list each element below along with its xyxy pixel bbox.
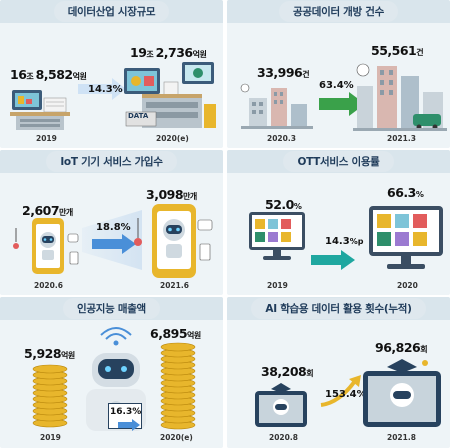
after-year: 2020(e): [160, 433, 193, 442]
large-tablet-robot-illustration: [363, 359, 441, 427]
after-year: 2020(e): [156, 134, 189, 143]
growth-arrow: [118, 419, 140, 431]
growth-arrow: [311, 250, 355, 270]
small-city-illustration: [240, 83, 313, 129]
before-year: 2020.3: [267, 134, 296, 143]
before-value: 2,607만개: [22, 203, 73, 218]
panel-ai-data: AI 학습용 데이터 활용 횟수(누적) 38,208회 96,826회 202…: [227, 297, 450, 448]
before-value: 33,996건: [257, 65, 310, 80]
growth-rate: 153.4%: [325, 389, 367, 400]
large-coin-stack-icon: [160, 342, 196, 430]
data-desk-small-illustration: [10, 90, 70, 130]
after-year: 2020: [397, 281, 418, 290]
panel-title: 공공데이터 개방 건수: [279, 1, 398, 22]
after-value: 55,561건: [371, 43, 424, 58]
after-value: 66.3%: [387, 185, 424, 200]
growth-rate: 63.4%: [319, 80, 354, 91]
after-value: 19조 2,736억원: [130, 45, 207, 60]
before-value: 16조 8,582억원: [10, 67, 87, 82]
small-coin-stack-icon: [32, 364, 68, 428]
after-value: 6,895억원: [150, 326, 201, 341]
small-tablet-robot-illustration: [255, 383, 307, 427]
growth-rate: 14.3%p: [325, 236, 364, 247]
panel-public-data: 공공데이터 개방 건수 33,996건 55,561건 2020.3 63.4%…: [227, 0, 450, 148]
coin: [160, 342, 196, 352]
panel-title: 인공지능 매출액: [63, 298, 160, 319]
before-year: 2019: [36, 134, 57, 143]
panel-data-industry: 데이터산업 시장규모 16조 8,582억원 19조 2,736억원 2019 …: [0, 0, 223, 148]
large-tv-illustration: [369, 206, 443, 269]
growth-rate: 16.3%: [110, 407, 142, 417]
growth-arrow: [320, 375, 361, 407]
panel-ott: OTT서비스 이용률 52.0% 66.3% 2019 14.3%p 2: [227, 150, 450, 295]
before-year: 2020.8: [269, 433, 298, 442]
panel-title: OTT서비스 이용률: [283, 151, 394, 172]
small-tv-illustration: [249, 212, 305, 260]
coin: [32, 364, 68, 374]
before-year: 2019: [267, 281, 288, 290]
growth-arrow: [319, 92, 365, 116]
panel-title: 데이터산업 시장규모: [53, 1, 170, 22]
growth-rate: 14.3%: [88, 84, 123, 95]
after-year: 2021.6: [160, 281, 189, 290]
before-year: 2020.6: [34, 281, 63, 290]
after-year: 2021.8: [387, 433, 416, 442]
panel-title: AI 학습용 데이터 활용 횟수(누적): [251, 298, 426, 319]
before-value: 52.0%: [265, 197, 302, 212]
after-value: 96,826회: [375, 340, 428, 355]
before-value: 38,208회: [261, 364, 314, 379]
large-city-illustration: [353, 63, 447, 131]
after-year: 2021.3: [387, 134, 416, 143]
panel-ai-sales: 인공지능 매출액 5,928억원 6,895억원 2019 16.3% 2020…: [0, 297, 223, 448]
panel-divider: [223, 0, 227, 448]
before-year: 2019: [40, 433, 61, 442]
after-value: 3,098만개: [146, 187, 197, 202]
data-stack-large-illustration: [124, 62, 216, 128]
before-value: 5,928억원: [24, 346, 75, 361]
panel-title: IoT 기기 서비스 가입수: [46, 151, 177, 172]
small-phone-robot-illustration: [13, 218, 79, 274]
panel-iot: IoT 기기 서비스 가입수 2,607만개 3,098만개 2020.6 18…: [0, 150, 223, 295]
growth-arrow: [78, 78, 126, 100]
growth-rate: 18.8%: [96, 222, 131, 233]
large-phone-robot-illustration: [134, 204, 213, 278]
data-label: DATA: [128, 112, 149, 120]
growth-arrow: [92, 234, 136, 254]
